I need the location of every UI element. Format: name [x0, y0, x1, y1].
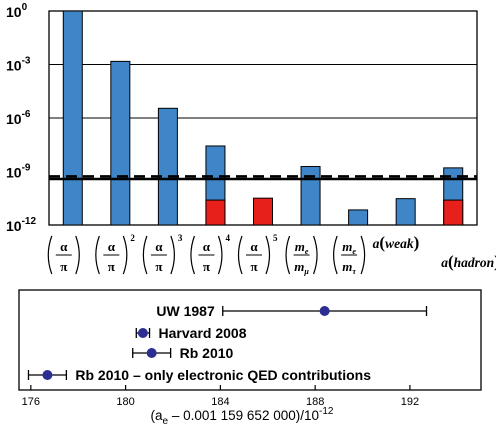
data-point	[146, 348, 157, 358]
right-parenthesis	[360, 235, 366, 275]
denominator: π	[155, 259, 162, 274]
point-label: UW 1987	[156, 303, 215, 319]
y-tick-label: 100	[6, 2, 28, 20]
x-category-label: me mτ	[333, 235, 366, 276]
left-parenthesis	[237, 235, 243, 275]
left-parenthesis	[142, 235, 148, 275]
x-category-label: απ 5	[237, 233, 278, 275]
bars	[62, 10, 464, 226]
right-parenthesis	[75, 235, 80, 275]
x-tick-label: 184	[211, 396, 229, 408]
denominator: mτ	[342, 259, 356, 276]
exponent: 2	[130, 233, 135, 243]
data-point	[319, 306, 330, 316]
right-parenthesis	[312, 235, 318, 275]
left-parenthesis	[190, 235, 196, 275]
bar-uncalculated	[253, 197, 273, 226]
bar-total	[300, 166, 321, 226]
numerator: α	[60, 239, 68, 254]
left-parenthesis	[333, 235, 338, 275]
measurement-row: Rb 2010 – only electronic QED contributi…	[27, 367, 371, 383]
x-category-label: απ 3	[142, 233, 183, 275]
x-axis-tick-labels: 176 180 184 188 192	[22, 385, 419, 408]
data-point	[42, 370, 53, 380]
bar-uncalculated	[205, 199, 226, 226]
measurement-row: Harvard 2008	[135, 325, 247, 341]
x-tick-label: 192	[401, 396, 419, 408]
x-tick-label: 180	[116, 396, 134, 408]
x-tick-label: 188	[306, 396, 324, 408]
x-category-label: απ	[47, 235, 80, 275]
measurement-row: UW 1987	[156, 303, 428, 319]
bar-total	[395, 198, 416, 226]
bar-uncalculated	[443, 199, 464, 226]
measurement-comparison-chart: UW 1987 Harvard 2008 Rb 2010 Rb 2010 – only…	[18, 289, 482, 427]
right-parenthesis	[265, 235, 271, 275]
y-tick-label: 10-9	[6, 163, 31, 181]
exponent: 4	[225, 233, 230, 243]
y-tick-label: 10-6	[6, 109, 31, 127]
y-axis-tick-labels: 100 10-3 10-6 10-9 10-12	[6, 2, 36, 234]
text-label: a(hadron)	[441, 252, 496, 271]
measurement-points: UW 1987 Harvard 2008 Rb 2010 Rb 2010 – only…	[27, 303, 428, 383]
y-tick-label: 10-3	[6, 56, 31, 74]
left-parenthesis	[95, 235, 100, 275]
right-parenthesis	[217, 235, 223, 275]
text-label: a(weak)	[373, 233, 420, 252]
denominator: π	[108, 259, 115, 274]
numerator: α	[250, 239, 258, 254]
x-tick-label: 176	[22, 396, 40, 408]
x-category-label: a(hadron)	[441, 252, 496, 271]
numerator: me	[295, 239, 309, 256]
denominator: π	[60, 259, 67, 274]
bar-total	[110, 60, 131, 226]
exponent: 5	[273, 233, 278, 243]
denominator: mμ	[294, 259, 309, 276]
x-category-label: a(weak)	[373, 233, 420, 252]
denominator: π	[203, 259, 210, 274]
reference-lines	[49, 175, 477, 181]
numerator: α	[108, 239, 116, 254]
bar-total	[348, 209, 369, 226]
x-axis-label: (ae – 0.001 159 652 000)/10-12	[151, 406, 334, 427]
left-parenthesis	[47, 235, 53, 275]
right-parenthesis	[170, 235, 175, 275]
x-category-label: me mμ	[285, 235, 318, 276]
point-label: Rb 2010 – only electronic QED contributi…	[75, 367, 371, 383]
measurement-row: Rb 2010	[132, 345, 234, 361]
x-category-label: απ 4	[190, 233, 230, 275]
exponent: 3	[178, 233, 183, 243]
data-point	[137, 328, 148, 338]
point-label: Rb 2010	[180, 345, 234, 361]
bar-total	[62, 10, 83, 226]
right-parenthesis	[122, 235, 128, 275]
numerator: α	[155, 239, 163, 254]
numerator: α	[203, 239, 211, 254]
denominator: π	[250, 259, 257, 274]
y-tick-label: 10-12	[6, 216, 36, 234]
left-parenthesis	[285, 235, 291, 275]
x-category-label: απ 2	[95, 233, 135, 275]
numerator: me	[342, 239, 356, 256]
point-label: Harvard 2008	[159, 325, 247, 341]
measurement-chart-frame	[18, 289, 482, 391]
bar-total	[157, 107, 178, 226]
